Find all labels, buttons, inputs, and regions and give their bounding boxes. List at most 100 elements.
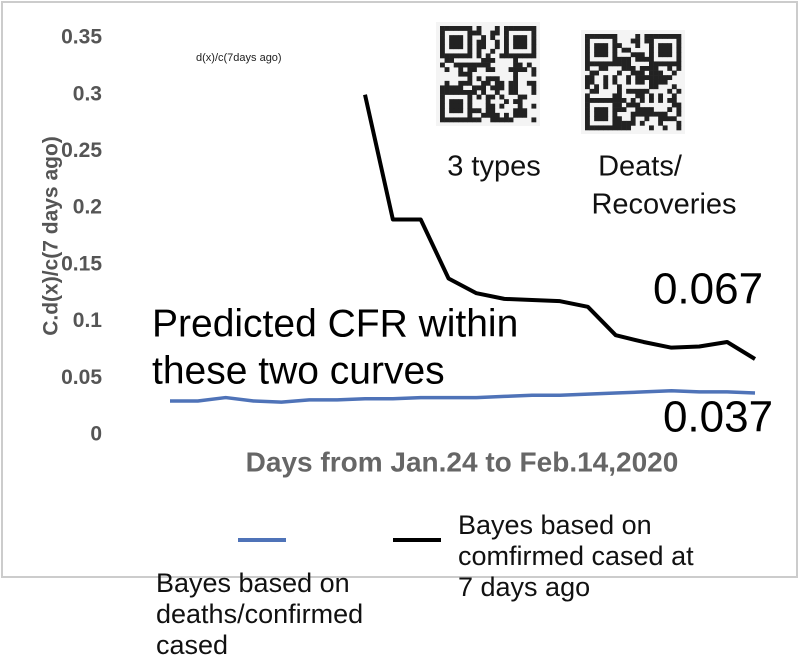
qr-cell [458, 35, 464, 41]
qr-cell [476, 53, 482, 59]
qr-cell [617, 102, 622, 108]
qr-cell [639, 79, 645, 85]
qr-cell [603, 61, 609, 67]
qr-cell [444, 80, 450, 86]
qr-cell [594, 52, 600, 58]
qr-cell [481, 112, 487, 118]
qr-cell [440, 85, 445, 91]
qr-cell [467, 99, 473, 105]
qr-cell [522, 67, 528, 73]
qr-cell [617, 93, 622, 99]
qr-cell [626, 61, 632, 67]
qr-cell [612, 116, 618, 122]
qr-cell [649, 84, 654, 90]
qr-cell [598, 125, 604, 131]
qr-cell [585, 56, 590, 62]
qr-cell [667, 47, 673, 53]
qr-cell [594, 61, 600, 67]
qr-cell [490, 58, 496, 63]
qr-cell [649, 79, 654, 85]
qr-cell [676, 34, 682, 39]
qr-cell [598, 98, 604, 103]
qr-cell [472, 85, 477, 91]
qr-cell [526, 26, 532, 31]
qr-cell [490, 48, 496, 54]
qr-cell [458, 108, 464, 114]
qr-cell [526, 80, 532, 86]
legend-label: Bayes based on deaths/confirmed cased [156, 568, 364, 660]
qr-cell [499, 94, 505, 100]
qr-cell [490, 85, 496, 91]
qr-cell [667, 75, 673, 81]
qr-cell [667, 52, 673, 58]
qr-cell [630, 66, 636, 71]
qr-cell [476, 94, 482, 100]
qr-cell [626, 120, 632, 126]
qr-cell [649, 93, 654, 99]
qr-cell [508, 80, 514, 86]
qr-cell [662, 52, 668, 58]
qr-cell [585, 98, 590, 103]
qr-cell [458, 90, 464, 95]
qr-cell [639, 107, 645, 113]
qr-cell [585, 84, 590, 90]
qr-cell [635, 34, 641, 39]
qr-cell [653, 70, 659, 76]
qr-cell [531, 48, 537, 54]
qr-cell [458, 53, 464, 59]
qr-cell [449, 90, 455, 95]
qr-cell [612, 107, 618, 113]
qr-cell [649, 52, 654, 58]
qr-cell [531, 117, 537, 123]
qr-cell [467, 71, 473, 77]
qr-cell [531, 103, 537, 109]
qr-cell [481, 80, 487, 86]
qr-cell [467, 67, 473, 73]
qr-cell [644, 116, 650, 122]
qr-cell [440, 112, 445, 118]
qr-cell [449, 117, 455, 123]
qr-cell [635, 88, 641, 94]
qr-cell [662, 61, 668, 67]
qr-cell [649, 56, 654, 62]
qr-cell [671, 34, 677, 39]
qr-cell [630, 120, 636, 126]
qr-cell [662, 125, 668, 131]
qr-cell [485, 67, 491, 73]
qr-cell [667, 116, 673, 122]
qr-cell [607, 61, 613, 67]
qr-cell [585, 75, 590, 81]
qr-cell [531, 80, 537, 86]
qr-cell [598, 43, 604, 49]
qr-cell [635, 93, 641, 99]
qr-cell [594, 88, 600, 94]
qr-cell [598, 47, 604, 53]
qr-cell [494, 90, 500, 95]
qr-cell [676, 102, 682, 108]
qr-cell [476, 76, 482, 82]
qr-cell [490, 30, 496, 36]
qr-cell [598, 66, 604, 71]
qr-cell [585, 120, 590, 126]
qr-cell [658, 120, 664, 126]
qr-cell [612, 93, 618, 99]
qr-cell [449, 103, 455, 109]
qr-cell [658, 79, 664, 85]
qr-cell [630, 116, 636, 122]
qr-cell [453, 39, 459, 45]
qr-cell [635, 52, 641, 58]
qr-cell [676, 61, 682, 67]
qr-cell [504, 112, 509, 118]
qr-cell [472, 67, 477, 73]
qr-cell [467, 108, 473, 114]
qr-cell [494, 85, 500, 91]
qr-cell [644, 66, 650, 71]
qr-cell [508, 67, 514, 73]
qr-cell [589, 79, 595, 85]
qr-cell [607, 34, 613, 39]
qr-cell [517, 99, 523, 105]
qr-cell [639, 120, 645, 126]
qr-cell [598, 116, 604, 122]
qr-cell [494, 76, 500, 82]
qr-cell [517, 39, 523, 45]
